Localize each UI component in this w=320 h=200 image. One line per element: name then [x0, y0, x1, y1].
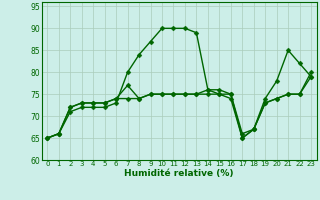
- X-axis label: Humidité relative (%): Humidité relative (%): [124, 169, 234, 178]
